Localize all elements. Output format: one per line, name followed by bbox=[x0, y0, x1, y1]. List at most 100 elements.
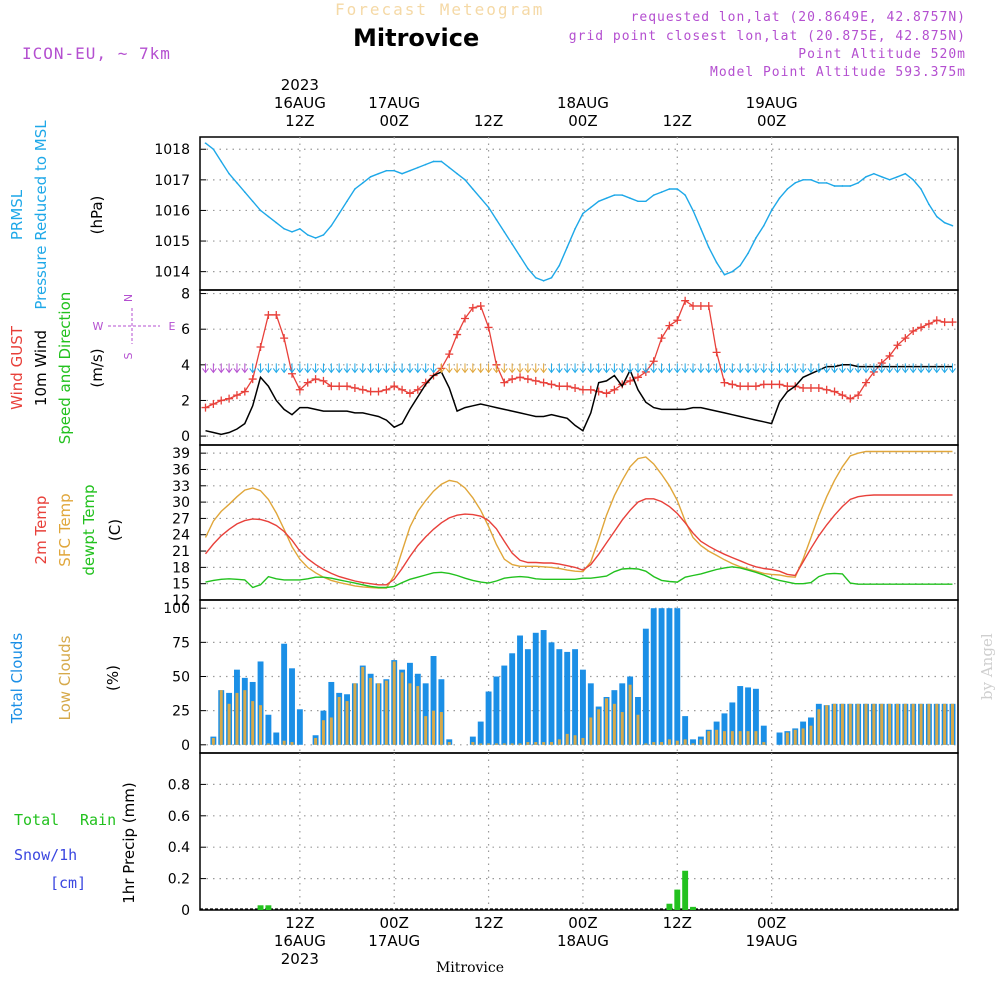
wind-direction-arrow bbox=[721, 363, 728, 374]
low-cloud-bar bbox=[628, 684, 632, 745]
low-cloud-bar bbox=[919, 703, 923, 745]
low-cloud-bar bbox=[337, 696, 341, 745]
low-cloud-bar bbox=[707, 731, 711, 745]
pressure-point bbox=[314, 237, 317, 239]
temperature-ytick-label: 18 bbox=[172, 560, 190, 576]
pressure-point bbox=[770, 209, 773, 212]
total-cloud-bar bbox=[469, 736, 476, 745]
wind-direction-arrow bbox=[917, 363, 925, 374]
wind-direction-arrow bbox=[949, 363, 956, 374]
pressure-point bbox=[676, 188, 679, 190]
pressure-point bbox=[873, 172, 875, 175]
wind-direction-arrow bbox=[744, 363, 752, 374]
wind-direction-arrow bbox=[815, 363, 823, 374]
low-cloud-bar bbox=[612, 703, 616, 745]
total-cloud-bar bbox=[564, 651, 571, 745]
pressure-point bbox=[472, 188, 474, 190]
footer-location: Mitrovice bbox=[436, 960, 504, 976]
wind-direction-arrow bbox=[831, 363, 838, 374]
pressure-point bbox=[928, 203, 930, 206]
pressure-point bbox=[385, 169, 388, 172]
low-cloud-bar bbox=[211, 737, 215, 745]
clouds-ytick-label: 25 bbox=[172, 704, 190, 720]
gust-marker bbox=[948, 318, 957, 327]
low-cloud-bar bbox=[699, 739, 703, 745]
gust-marker bbox=[633, 373, 642, 382]
pressure-point bbox=[479, 197, 482, 199]
wind-direction-arrow bbox=[595, 363, 603, 374]
gust-marker bbox=[523, 375, 532, 384]
gust-marker bbox=[846, 394, 855, 403]
precip-frame bbox=[199, 752, 959, 911]
low-cloud-bar bbox=[321, 720, 325, 745]
pressure-point bbox=[432, 160, 435, 163]
wind-direction-arrow bbox=[854, 363, 862, 374]
pressure-point bbox=[951, 224, 954, 227]
precip-unit: 1hr Precip (mm) bbox=[120, 782, 138, 903]
low-cloud-bar bbox=[935, 703, 939, 745]
wind-direction-arrow bbox=[886, 363, 893, 374]
low-cloud-bar bbox=[314, 737, 318, 745]
low-cloud-bar bbox=[762, 742, 766, 745]
total-cloud-bar bbox=[721, 713, 728, 745]
wind-direction-arrow bbox=[217, 363, 225, 374]
total-cloud-bar bbox=[493, 676, 500, 745]
total-cloud-bar bbox=[477, 721, 484, 745]
wind-direction-arrow bbox=[728, 363, 736, 374]
temperature-ytick-label: 15 bbox=[172, 577, 190, 593]
pressure-point bbox=[558, 264, 561, 267]
total-cloud-bar bbox=[587, 683, 594, 745]
pressure-point bbox=[346, 200, 348, 203]
pressure-point bbox=[684, 194, 686, 196]
total-cloud-bar bbox=[548, 642, 555, 745]
compass-east: E bbox=[169, 320, 176, 333]
gust-marker bbox=[476, 302, 485, 311]
wind-direction-arrow bbox=[768, 363, 776, 374]
low-cloud-bar bbox=[730, 731, 734, 745]
low-cloud-bar bbox=[754, 731, 758, 745]
wind-frame bbox=[199, 289, 959, 446]
gust-marker bbox=[382, 385, 391, 394]
gust-marker bbox=[303, 378, 312, 387]
wind-direction-arrow bbox=[634, 363, 642, 374]
temp-unit: (C) bbox=[106, 519, 124, 541]
low-cloud-bar bbox=[235, 692, 239, 745]
low-cloud-bar bbox=[605, 698, 608, 745]
wind-direction-arrow bbox=[375, 363, 382, 374]
pressure-label-prmsl: PRMSL bbox=[8, 189, 26, 240]
total-cloud-bar bbox=[674, 608, 681, 745]
precip-label-rain: Rain bbox=[80, 811, 116, 829]
pressure-unit: (hPa) bbox=[88, 196, 106, 235]
low-cloud-bar bbox=[400, 672, 404, 745]
wind-direction-arrow bbox=[477, 363, 485, 374]
low-cloud-bar bbox=[432, 710, 436, 745]
temperature-ytick-label: 36 bbox=[172, 462, 190, 478]
low-cloud-bar bbox=[943, 703, 947, 745]
gust-marker bbox=[806, 383, 815, 392]
low-cloud-bar bbox=[840, 703, 844, 745]
wind-direction-arrow bbox=[500, 363, 508, 374]
gust-marker bbox=[343, 382, 352, 391]
low-cloud-bar bbox=[864, 703, 868, 745]
gust-marker bbox=[405, 389, 414, 398]
pressure-point bbox=[401, 172, 403, 175]
gust-marker bbox=[571, 383, 580, 392]
low-cloud-bar bbox=[817, 709, 821, 745]
bottom-time-label: 12Z bbox=[285, 914, 314, 932]
low-cloud-bar bbox=[369, 677, 373, 745]
wind-direction-arrow bbox=[382, 363, 390, 374]
top-time-label: 12Z bbox=[474, 112, 503, 130]
pressure-point bbox=[275, 221, 278, 224]
pressure-point bbox=[589, 206, 592, 209]
temperature-ytick-label: 39 bbox=[172, 446, 190, 462]
low-cloud-bar bbox=[738, 731, 742, 745]
pressure-point bbox=[849, 185, 852, 187]
total-cloud-bar bbox=[760, 725, 767, 745]
gust-marker bbox=[822, 385, 831, 394]
wind-direction-arrow bbox=[296, 363, 304, 374]
wind-direction-arrow bbox=[681, 363, 689, 374]
wind-direction-arrow bbox=[555, 363, 563, 374]
top-time-label: 00Z bbox=[380, 112, 409, 130]
wind-direction-arrow bbox=[516, 363, 524, 374]
wind-direction-arrow bbox=[453, 363, 461, 374]
